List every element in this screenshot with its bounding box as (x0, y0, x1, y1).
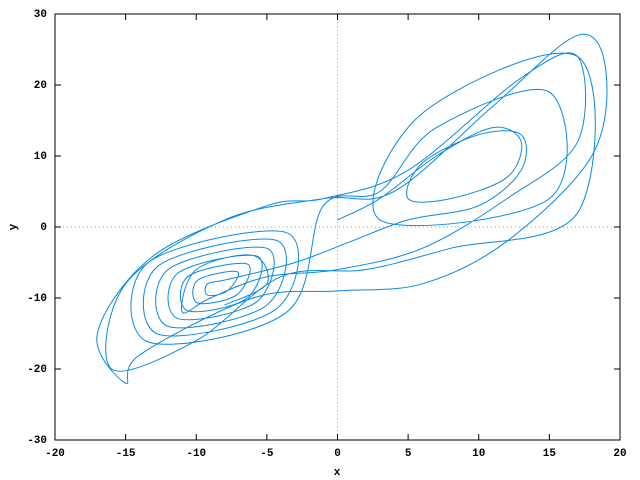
y-tick-label: -30 (27, 435, 47, 447)
x-tick-label: 0 (334, 448, 341, 460)
x-tick-label: 5 (405, 448, 412, 460)
y-axis-label: y (8, 223, 20, 230)
x-tick-label: 20 (613, 448, 626, 460)
y-tick-label: 30 (34, 9, 47, 21)
y-tick-label: -10 (27, 293, 47, 305)
x-tick-label: -20 (45, 448, 65, 460)
y-tick-label: 0 (40, 222, 47, 234)
y-tick-label: 10 (34, 151, 47, 163)
x-tick-label: 10 (472, 448, 485, 460)
y-tick-label: 20 (34, 80, 47, 92)
trajectory-line (96, 33, 608, 385)
x-axis-label: x (334, 467, 341, 479)
x-tick-label: -15 (116, 448, 136, 460)
y-tick-label: -20 (27, 364, 47, 376)
x-tick-label: 15 (543, 448, 557, 460)
x-tick-label: -5 (260, 448, 274, 460)
x-tick-label: -10 (186, 448, 206, 460)
